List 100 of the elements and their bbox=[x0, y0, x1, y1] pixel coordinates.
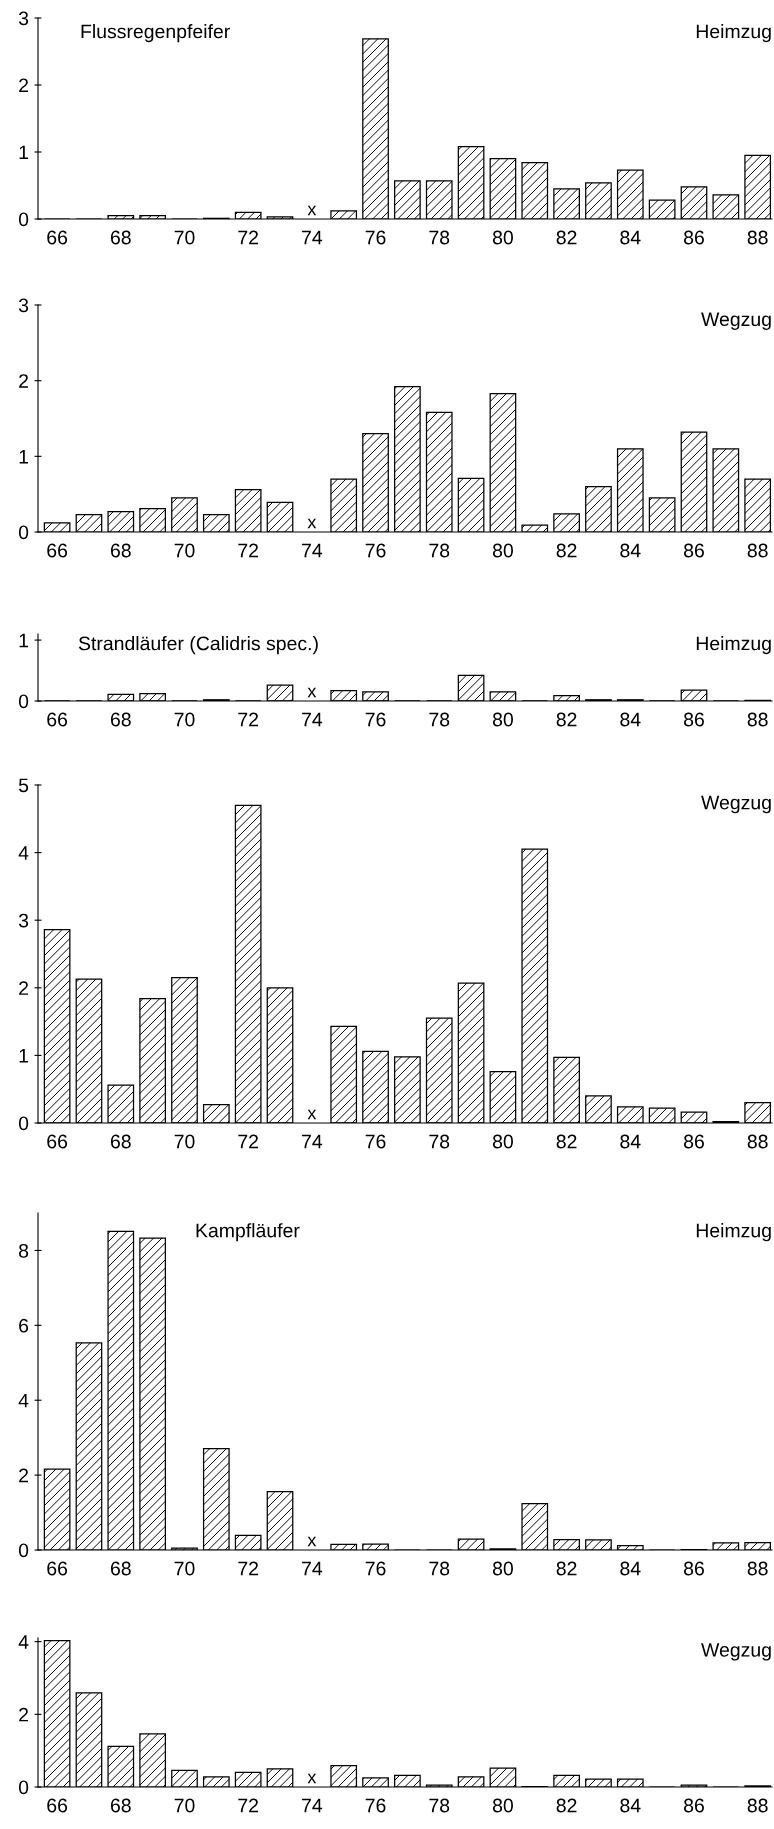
x-tick-label: 76 bbox=[365, 1134, 386, 1149]
y-tick-label: 0 bbox=[18, 525, 29, 540]
text: Wegzug bbox=[701, 795, 771, 814]
x-tick-label: 70 bbox=[174, 1798, 195, 1813]
y-tick-label: 3 bbox=[18, 913, 29, 928]
x-tick-label: 82 bbox=[556, 1561, 577, 1576]
x-tick-label: 72 bbox=[238, 712, 259, 727]
x-tick-label: 76 bbox=[365, 1798, 386, 1813]
y-tick-label: 2 bbox=[19, 1468, 28, 1483]
x-tick-label: 86 bbox=[684, 1134, 704, 1149]
x-tick-label: 70 bbox=[174, 1561, 195, 1576]
x-tick-label: 88 bbox=[747, 230, 768, 245]
annotation: x bbox=[307, 1109, 317, 1120]
x-tick-label: 74 bbox=[302, 543, 323, 558]
x-tick-label: 78 bbox=[429, 230, 450, 245]
annotation: x bbox=[307, 518, 317, 529]
x-tick-label: 88 bbox=[747, 1134, 768, 1149]
chart-subtitle: Wegzug bbox=[701, 1643, 771, 1661]
y-tick-label: 1 bbox=[19, 145, 29, 160]
x-tick-label: 78 bbox=[429, 1561, 450, 1576]
x-tick-label: 84 bbox=[620, 1134, 641, 1149]
annotation: x bbox=[307, 205, 317, 216]
x-tick-label: 86 bbox=[684, 712, 704, 727]
x-tick-label: 72 bbox=[238, 1798, 259, 1813]
x-tick-label: 86 bbox=[684, 1798, 704, 1813]
chart-subtitle: Heimzug bbox=[696, 636, 771, 655]
x-tick-label: 72 bbox=[238, 230, 259, 245]
x-tick-label: 82 bbox=[556, 712, 577, 727]
x-tick-label: 82 bbox=[556, 230, 577, 245]
y-tick-label: 2 bbox=[19, 1707, 28, 1722]
y-tick-label: 5 bbox=[18, 778, 29, 793]
x-tick-label: 66 bbox=[47, 1561, 68, 1576]
chart-title: Kampfläufer bbox=[196, 1223, 300, 1242]
y-tick-label: 2 bbox=[19, 78, 28, 93]
x-tick-label: 88 bbox=[747, 712, 768, 727]
x-tick-label: 70 bbox=[174, 712, 195, 727]
x-tick-label: 88 bbox=[747, 1561, 768, 1576]
x-tick-label: 86 bbox=[684, 543, 704, 558]
y-tick-label: 0 bbox=[18, 1543, 29, 1558]
x-tick-label: 88 bbox=[747, 1798, 768, 1813]
x-tick-label: 76 bbox=[365, 230, 386, 245]
x-tick-label: 66 bbox=[47, 712, 68, 727]
x-tick-label: 74 bbox=[302, 1798, 323, 1813]
x-tick-label: 74 bbox=[302, 712, 323, 727]
chart-title: Flussregenpfeifer bbox=[81, 24, 230, 43]
x-tick-label: 80 bbox=[492, 1798, 513, 1813]
x-tick-label: 84 bbox=[620, 543, 641, 558]
x-tick-label: 72 bbox=[238, 543, 259, 558]
x-tick-label: 84 bbox=[620, 230, 641, 245]
chart-title: Strandläufer (Calidris spec.) bbox=[78, 636, 318, 655]
x-tick-label: 84 bbox=[620, 1561, 641, 1576]
chart-subtitle: Heimzug bbox=[696, 24, 771, 43]
x-tick-label: 80 bbox=[492, 1134, 513, 1149]
x-tick-label: 88 bbox=[747, 543, 768, 558]
y-tick-label: 2 bbox=[19, 981, 28, 995]
y-tick-label: 2 bbox=[19, 374, 28, 388]
x-tick-label: 72 bbox=[238, 1561, 259, 1576]
x-tick-label: 80 bbox=[492, 712, 513, 727]
chart-subtitle: Wegzug bbox=[701, 312, 771, 330]
x-tick-label: 76 bbox=[365, 543, 386, 558]
x-tick-label: 74 bbox=[302, 1561, 323, 1576]
x-tick-label: 68 bbox=[110, 1134, 131, 1149]
y-tick-label: 8 bbox=[19, 1243, 29, 1258]
x-tick-label: 82 bbox=[556, 1134, 577, 1149]
y-tick-label: 0 bbox=[18, 1780, 29, 1795]
x-tick-label: 76 bbox=[365, 712, 386, 727]
x-tick-label: 74 bbox=[302, 230, 323, 245]
annotation: x bbox=[307, 1773, 317, 1784]
x-tick-label: 78 bbox=[429, 1798, 450, 1813]
chart-subtitle: Heimzug bbox=[696, 1223, 771, 1242]
x-tick-label: 66 bbox=[47, 1134, 68, 1149]
x-tick-label: 82 bbox=[556, 1798, 577, 1813]
x-tick-label: 66 bbox=[47, 230, 68, 245]
annotation: x bbox=[307, 1536, 317, 1547]
x-tick-label: 66 bbox=[47, 1798, 68, 1813]
y-tick-label: 3 bbox=[18, 298, 29, 313]
y-tick-label: 1 bbox=[19, 450, 29, 464]
y-tick-label: 0 bbox=[18, 212, 29, 227]
x-tick-label: 68 bbox=[110, 543, 131, 558]
y-tick-label: 6 bbox=[19, 1318, 29, 1333]
x-tick-label: 86 bbox=[684, 1561, 704, 1576]
x-tick-label: 82 bbox=[556, 543, 577, 558]
x-tick-label: 80 bbox=[492, 543, 513, 558]
annotation: x bbox=[307, 687, 317, 698]
x-tick-label: 66 bbox=[47, 543, 68, 558]
y-tick-label: 4 bbox=[18, 1635, 29, 1649]
x-tick-label: 80 bbox=[492, 230, 513, 245]
x-tick-label: 76 bbox=[365, 1561, 386, 1576]
y-tick-label: 0 bbox=[18, 694, 29, 709]
y-tick-label: 3 bbox=[18, 11, 29, 26]
y-tick-label: 4 bbox=[18, 846, 29, 860]
x-tick-label: 78 bbox=[429, 543, 450, 558]
x-tick-label: 70 bbox=[174, 543, 195, 558]
y-tick-label: 1 bbox=[19, 633, 29, 648]
x-tick-label: 68 bbox=[110, 1798, 131, 1813]
x-tick-label: 72 bbox=[238, 1134, 259, 1149]
x-tick-label: 86 bbox=[684, 230, 704, 245]
x-tick-label: 78 bbox=[429, 1134, 450, 1149]
x-tick-label: 78 bbox=[429, 712, 450, 727]
x-tick-label: 74 bbox=[302, 1134, 323, 1149]
